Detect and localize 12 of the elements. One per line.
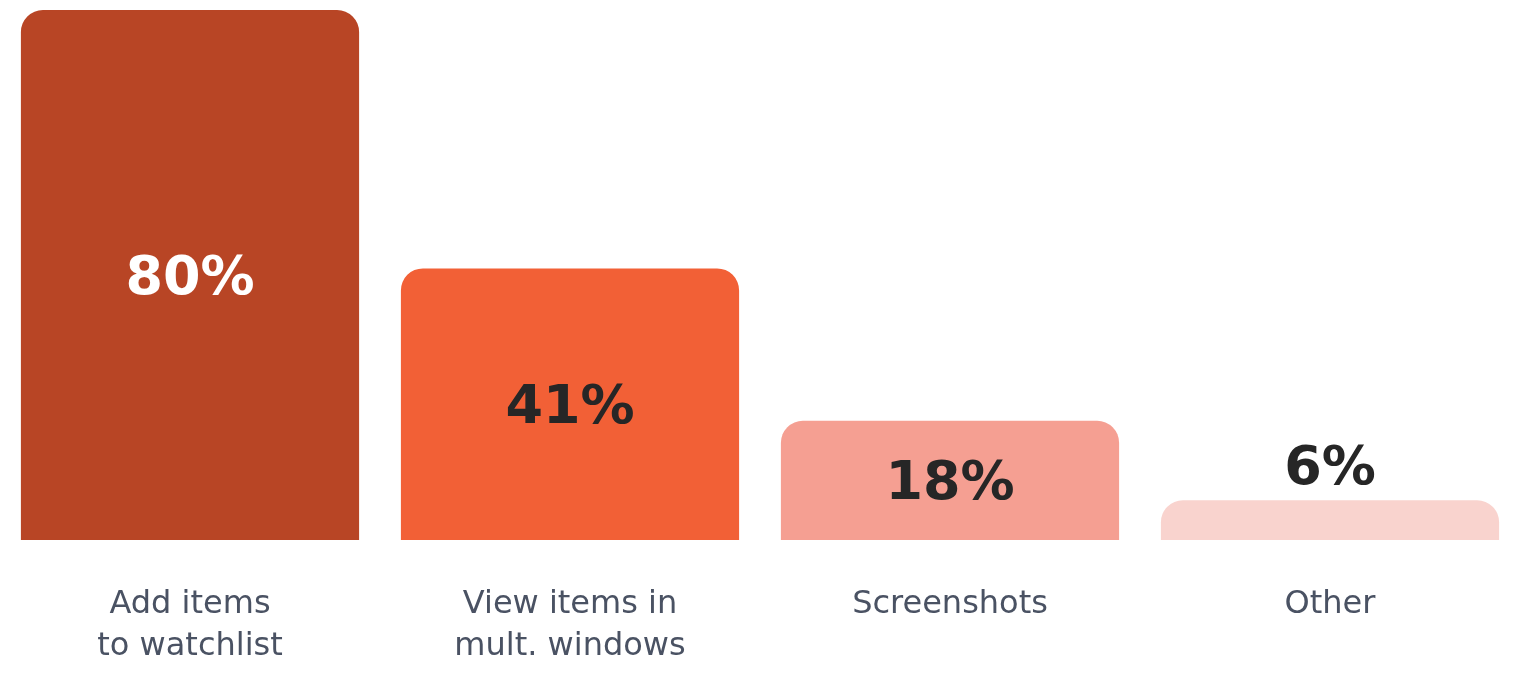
x-tick-label: View items in mult. windows: [454, 583, 686, 663]
data-label: 18%: [885, 448, 1015, 512]
data-label: 6%: [1284, 434, 1376, 498]
x-tick-label: Other: [1284, 583, 1377, 621]
data-label: 80%: [125, 243, 255, 307]
bar: [1160, 500, 1500, 540]
x-tick-label: Add items to watchlist: [97, 583, 283, 663]
bar: [780, 420, 1120, 540]
x-tick-label: Screenshots: [852, 583, 1048, 621]
bar: [20, 10, 360, 540]
data-label: 41%: [505, 372, 635, 436]
bar: [400, 268, 740, 540]
